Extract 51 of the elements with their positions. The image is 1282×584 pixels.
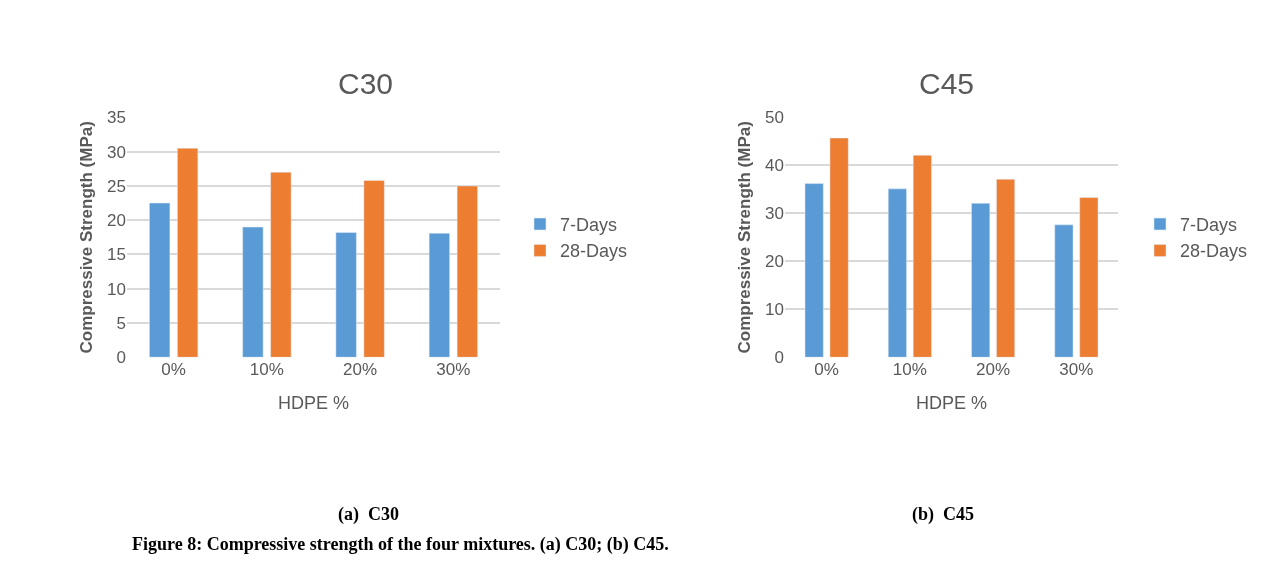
x-tick-label: 30% — [436, 360, 471, 380]
bar — [149, 202, 171, 358]
legend-label: 7-Days — [1180, 215, 1238, 236]
bar — [887, 188, 907, 358]
x-tick-label: 0% — [161, 360, 186, 380]
x-axis-title: HDPE % — [277, 393, 350, 414]
bar — [363, 180, 385, 358]
bar — [335, 232, 357, 358]
legend-label: 28-Days — [560, 241, 628, 262]
bar — [912, 155, 932, 358]
y-tick-label: 20 — [765, 252, 784, 272]
y-axis-title: Compressive Strength (MPa) — [76, 121, 96, 354]
y-tick-label: 20 — [107, 211, 126, 231]
bar — [829, 137, 849, 358]
y-tick-label: 25 — [107, 176, 126, 196]
legend-label: 7-Days — [560, 215, 618, 236]
x-tick-label: 10% — [892, 360, 927, 380]
x-tick-label: 0% — [814, 360, 839, 380]
x-tick-label: 20% — [343, 360, 378, 380]
y-tick-label: 15 — [107, 245, 126, 265]
y-tick-label: 30 — [107, 142, 126, 162]
bar — [177, 147, 199, 358]
y-tick-label: 10 — [107, 279, 126, 299]
bar — [1054, 224, 1074, 358]
y-tick-label: 0 — [116, 348, 126, 368]
bar — [456, 185, 478, 358]
x-tick-label: 10% — [249, 360, 284, 380]
y-tick-label: 40 — [765, 156, 784, 176]
bar — [804, 183, 824, 358]
chart-title: C30 — [338, 67, 394, 100]
x-tick-label: 20% — [976, 360, 1011, 380]
y-axis-title: Compressive Strength (MPa) — [734, 121, 754, 354]
bar — [242, 226, 264, 358]
y-tick-label: 0 — [774, 348, 784, 368]
y-tick-label: 35 — [107, 108, 126, 128]
y-tick-label: 5 — [116, 313, 126, 333]
y-tick-label: 50 — [765, 108, 784, 128]
x-axis-title: HDPE % — [915, 393, 988, 414]
bar — [996, 179, 1016, 358]
text: (a) C30 — [338, 504, 399, 525]
y-tick-label: 30 — [765, 204, 784, 224]
bar — [1079, 197, 1099, 358]
text: (b) C45 — [912, 504, 974, 525]
legend-label: 28-Days — [1180, 241, 1248, 262]
bar — [971, 203, 991, 358]
y-tick-label: 10 — [765, 300, 784, 320]
bar — [270, 171, 292, 358]
bar — [428, 232, 450, 358]
x-tick-label: 30% — [1059, 360, 1094, 380]
chart-title: C45 — [919, 67, 975, 100]
caption: Figure 8: Compressive strength of the four mixtures. (a) C30; (b) C45. — [132, 534, 669, 555]
